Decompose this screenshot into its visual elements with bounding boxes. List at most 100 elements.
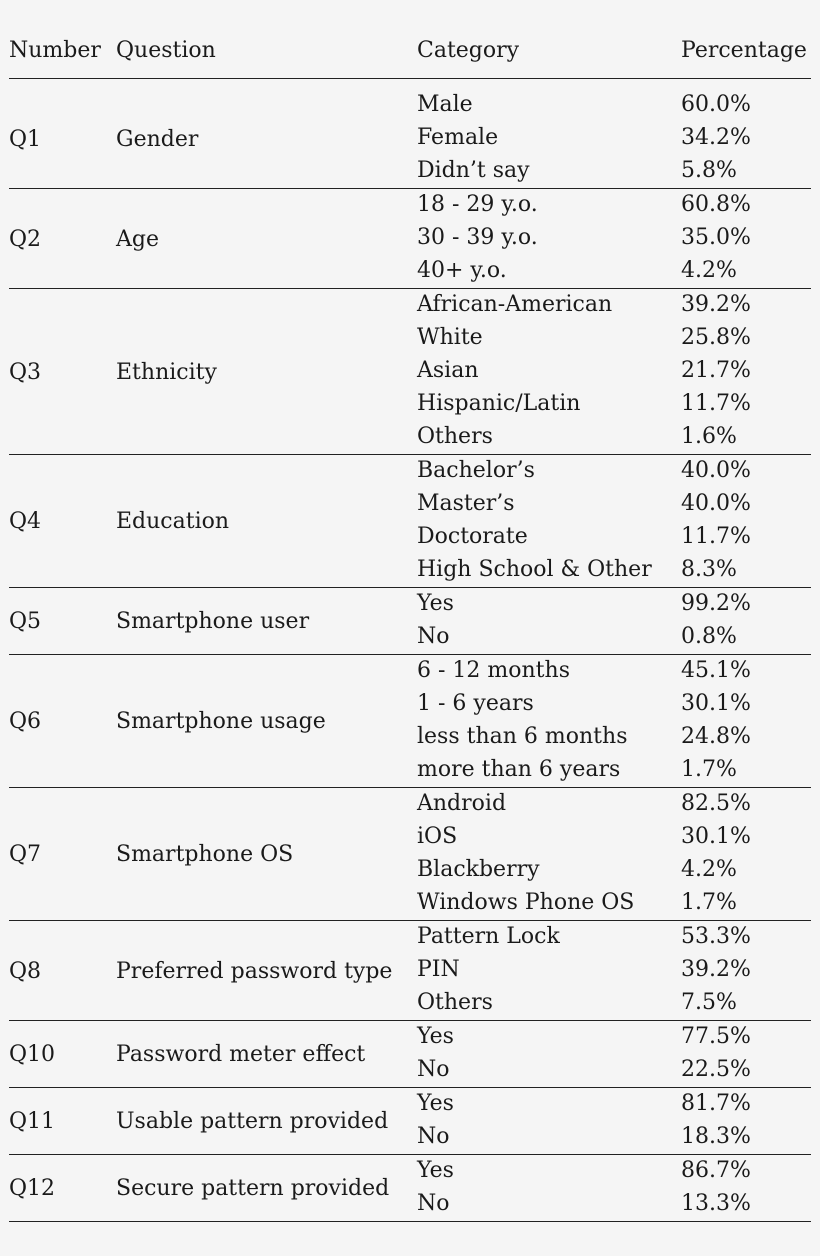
category-cell: Yes xyxy=(417,591,454,616)
percentage-cell: 81.7% xyxy=(681,1091,751,1116)
table-row: No 13.3% xyxy=(9,1188,811,1221)
percentage-cell: 82.5% xyxy=(681,791,751,816)
table-row: less than 6 months 24.8% xyxy=(9,721,811,754)
question-number: Q12 xyxy=(9,1176,56,1201)
table-row: 6 - 12 months 45.1% xyxy=(9,655,811,688)
percentage-cell: 21.7% xyxy=(681,358,751,383)
question-number: Q4 xyxy=(9,509,42,534)
category-cell: Master’s xyxy=(417,491,515,516)
percentage-cell: 53.3% xyxy=(681,924,751,949)
table-row: Male 60.0% xyxy=(9,89,811,122)
question-group: Q6 Smartphone usage 6 - 12 months 45.1% 1 - … xyxy=(9,655,811,788)
question-number: Q3 xyxy=(9,359,42,385)
percentage-cell: 4.2% xyxy=(681,857,737,882)
header-question: Question xyxy=(116,38,216,63)
question-group: Q12 Secure pattern provided Yes 86.7% No 13.3… xyxy=(9,1155,811,1222)
percentage-cell: 60.8% xyxy=(681,192,751,217)
question-number: Q2 xyxy=(9,226,42,252)
question-number: Q6 xyxy=(9,709,42,734)
category-cell: Pattern Lock xyxy=(417,924,560,949)
question-number: Q7 xyxy=(9,842,42,867)
percentage-cell: 39.2% xyxy=(681,957,751,982)
percentage-cell: 86.7% xyxy=(681,1158,751,1183)
percentage-cell: 11.7% xyxy=(681,524,751,549)
table-row: Yes 86.7% xyxy=(9,1155,811,1188)
table-row: Others 7.5% xyxy=(9,987,811,1020)
percentage-cell: 1.7% xyxy=(681,757,737,782)
table-row: Others 1.6% xyxy=(9,421,811,454)
question-text: Smartphone usage xyxy=(116,709,326,734)
table-row: Yes 81.7% xyxy=(9,1088,811,1121)
percentage-cell: 22.5% xyxy=(681,1057,751,1082)
table-row: 1 - 6 years 30.1% xyxy=(9,688,811,721)
survey-results-table: Number Question Category Percentage Q1 Ge… xyxy=(9,28,811,1222)
table-row: Asian 21.7% xyxy=(9,355,811,388)
percentage-cell: 45.1% xyxy=(681,658,751,683)
category-cell: iOS xyxy=(417,824,458,849)
table-row: Doctorate 11.7% xyxy=(9,521,811,554)
header-percentage: Percentage xyxy=(681,38,807,63)
percentage-cell: 1.6% xyxy=(681,424,737,449)
percentage-cell: 18.3% xyxy=(681,1124,751,1149)
question-text: Ethnicity xyxy=(116,359,217,385)
percentage-cell: 40.0% xyxy=(681,491,751,516)
question-number: Q1 xyxy=(9,126,42,152)
table-row: High School & Other 8.3% xyxy=(9,554,811,587)
header-number: Number xyxy=(9,38,101,63)
question-group: Q2 Age 18 - 29 y.o. 60.8% 30 - 39 y.o. 35.0% 4… xyxy=(9,189,811,289)
table-row: Bachelor’s 40.0% xyxy=(9,455,811,488)
table-row: Master’s 40.0% xyxy=(9,488,811,521)
question-group: Q8 Preferred password type Pattern Lock 53.… xyxy=(9,921,811,1021)
question-text: Smartphone OS xyxy=(116,842,294,867)
category-cell: No xyxy=(417,1191,450,1216)
question-group: Q5 Smartphone user Yes 99.2% No 0.8% xyxy=(9,588,811,655)
percentage-cell: 8.3% xyxy=(681,557,737,582)
question-group: Q4 Education Bachelor’s 40.0% Master’s 40.0% D… xyxy=(9,455,811,588)
question-group: Q1 Gender Male 60.0% Female 34.2% Didn’t say 5.… xyxy=(9,79,811,189)
category-cell: Didn’t say xyxy=(417,158,530,183)
question-group: Q3 Ethnicity African-American 39.2% White 25.… xyxy=(9,289,811,455)
question-text: Age xyxy=(116,226,159,252)
percentage-cell: 30.1% xyxy=(681,691,751,716)
question-text: Gender xyxy=(116,126,199,152)
table-row: Hispanic/Latin 11.7% xyxy=(9,388,811,421)
percentage-cell: 77.5% xyxy=(681,1024,751,1049)
percentage-cell: 34.2% xyxy=(681,125,751,150)
category-cell: less than 6 months xyxy=(417,724,628,749)
category-cell: White xyxy=(417,325,483,350)
question-text: Usable pattern provided xyxy=(116,1109,389,1134)
table-row: 30 - 39 y.o. 35.0% xyxy=(9,222,811,255)
question-group: Q10 Password meter effect Yes 77.5% No 22.5% xyxy=(9,1021,811,1088)
category-cell: 6 - 12 months xyxy=(417,658,570,683)
percentage-cell: 11.7% xyxy=(681,391,751,416)
table-row: Pattern Lock 53.3% xyxy=(9,921,811,954)
question-group: Q7 Smartphone OS Android 82.5% iOS 30.1% Black… xyxy=(9,788,811,921)
category-cell: African-American xyxy=(417,292,613,317)
question-number: Q11 xyxy=(9,1109,56,1134)
percentage-cell: 13.3% xyxy=(681,1191,751,1216)
percentage-cell: 35.0% xyxy=(681,225,751,250)
percentage-cell: 4.2% xyxy=(681,258,737,283)
question-text: Secure pattern provided xyxy=(116,1176,390,1201)
category-cell: 40+ y.o. xyxy=(417,258,507,283)
table-row: Yes 99.2% xyxy=(9,588,811,621)
question-text: Preferred password type xyxy=(116,958,393,984)
percentage-cell: 0.8% xyxy=(681,624,737,649)
table-row: Windows Phone OS 1.7% xyxy=(9,887,811,920)
table-row: PIN 39.2% xyxy=(9,954,811,987)
table-row: No 22.5% xyxy=(9,1054,811,1087)
table-row: more than 6 years 1.7% xyxy=(9,754,811,787)
table-row: African-American 39.2% xyxy=(9,289,811,322)
table-row: No 0.8% xyxy=(9,621,811,654)
category-cell: Hispanic/Latin xyxy=(417,391,581,416)
question-number: Q10 xyxy=(9,1042,56,1067)
percentage-cell: 60.0% xyxy=(681,92,751,117)
percentage-cell: 1.7% xyxy=(681,890,737,915)
category-cell: Asian xyxy=(417,358,479,383)
table-row: White 25.8% xyxy=(9,322,811,355)
table-row: Android 82.5% xyxy=(9,788,811,821)
category-cell: No xyxy=(417,1124,450,1149)
table-row: Didn’t say 5.8% xyxy=(9,155,811,188)
table-row: 40+ y.o. 4.2% xyxy=(9,255,811,288)
table-row: Yes 77.5% xyxy=(9,1021,811,1054)
